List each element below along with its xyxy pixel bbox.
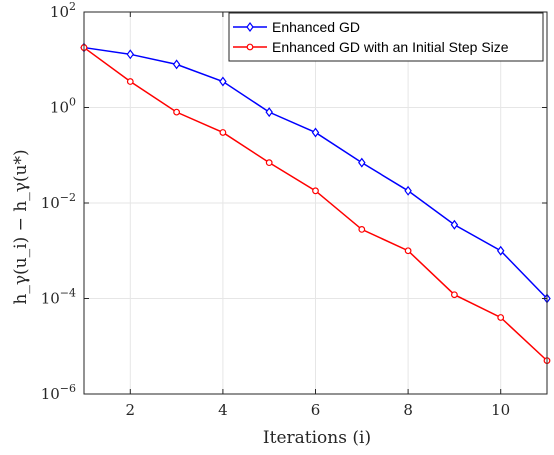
x-tick-labels: 2 4 6 8 10 (126, 401, 511, 419)
data-point-diamond (265, 107, 273, 118)
x-tick-label: 4 (218, 401, 228, 419)
data-point-diamond (311, 127, 320, 138)
legend: Enhanced GD Enhanced GD with an Initial S… (228, 12, 544, 62)
y-tick-label: 100 (50, 96, 76, 117)
x-tick-label: 10 (491, 401, 510, 419)
y-tick-label: 10−4 (41, 287, 76, 308)
data-point-circle (404, 247, 412, 255)
y-tick-label: 10−6 (41, 382, 76, 403)
y-tick-labels: 10−6 10−4 10−2 100 102 (41, 0, 76, 403)
y-tick-label: 10−2 (41, 191, 76, 212)
data-point-diamond (450, 219, 459, 230)
legend-marker-circle (246, 43, 254, 51)
x-tick-label: 6 (311, 401, 321, 419)
data-point-circle (312, 187, 319, 195)
data-point-diamond (126, 49, 135, 60)
data-point-circle (497, 314, 505, 321)
legend-box (228, 12, 544, 62)
data-point-circle (451, 291, 458, 299)
data-point-diamond (404, 185, 412, 196)
y-axis-label: h_γ(u_i) − h_γ(u*) (11, 149, 31, 304)
legend-label-1: Enhanced GD (272, 19, 360, 35)
y-tick-label: 102 (50, 0, 76, 21)
data-point-diamond (219, 76, 227, 87)
data-point-circle (126, 78, 134, 85)
x-tick-label: 8 (403, 401, 413, 419)
data-point-diamond (172, 59, 181, 70)
grid (84, 11, 547, 395)
legend-label-2: Enhanced GD with an Initial Step Size (272, 39, 509, 55)
x-tick-label: 2 (126, 401, 136, 419)
data-point-circle (358, 225, 366, 233)
data-point-circle (173, 108, 181, 116)
x-axis-label: Iterations (i) (263, 428, 371, 448)
legend-marker-diamond (246, 22, 254, 32)
data-point-diamond (358, 157, 366, 168)
data-point-diamond (496, 245, 505, 256)
data-point-circle (265, 159, 273, 167)
data-point-circle (219, 129, 227, 136)
